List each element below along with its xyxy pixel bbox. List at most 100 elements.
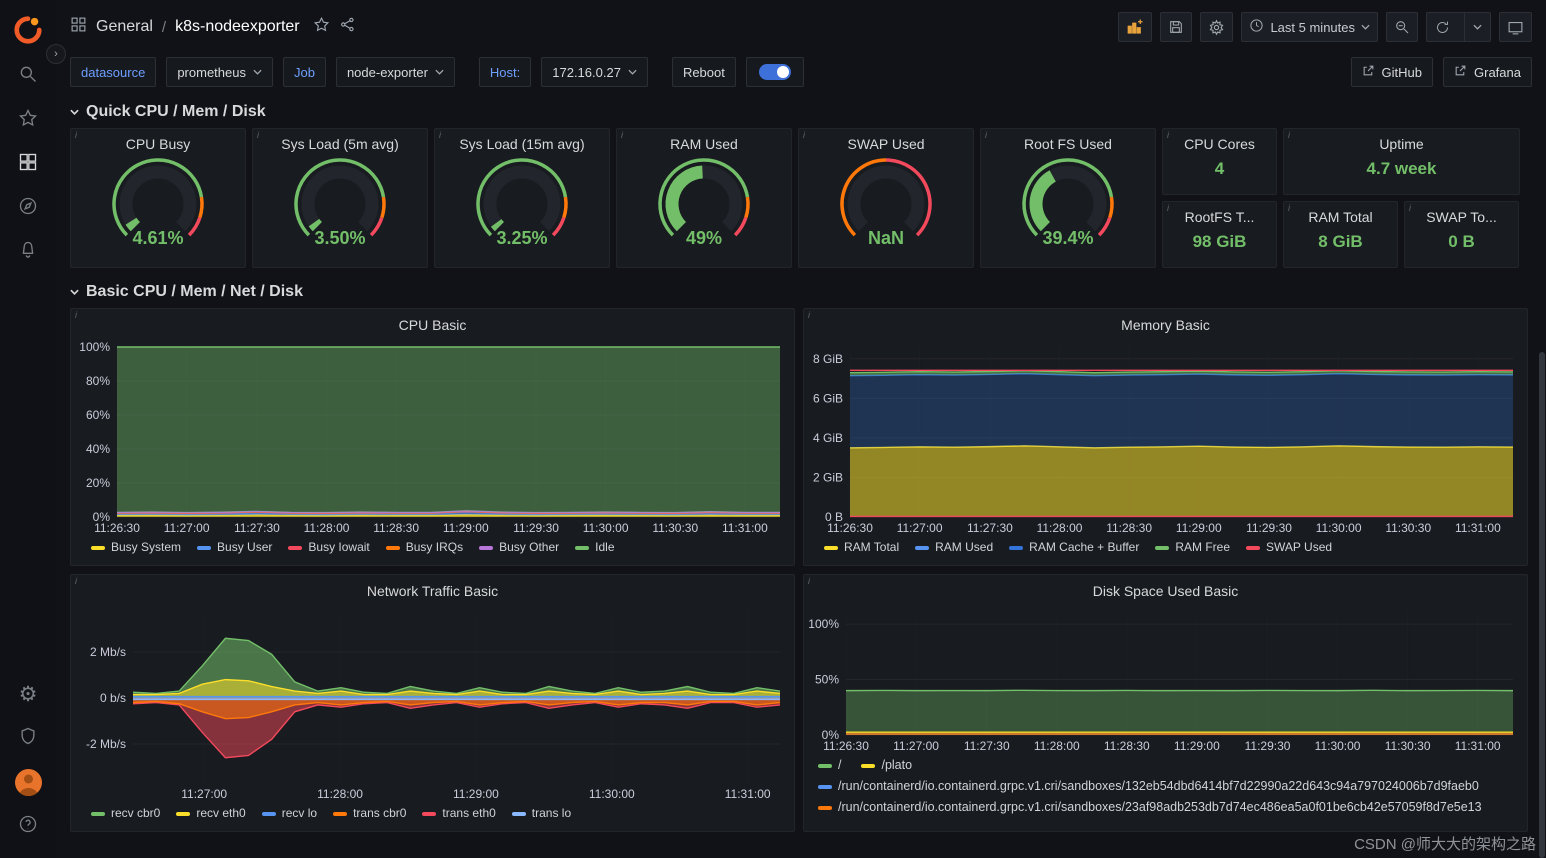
panel-title[interactable]: Sys Load (15m avg)	[435, 129, 609, 152]
sidebar-item-profile[interactable]	[8, 760, 48, 804]
share-dashboard-button[interactable]	[339, 16, 356, 38]
job-label: Job	[294, 65, 315, 80]
legend-marker	[386, 546, 400, 550]
sidebar-item-starred[interactable]	[8, 98, 48, 142]
dashboard-settings-button[interactable]	[1200, 12, 1233, 42]
legend-item[interactable]: recv eth0	[176, 803, 245, 824]
datasource-select[interactable]: prometheus	[166, 57, 273, 87]
panel-title[interactable]: RAM Used	[617, 129, 791, 152]
panel-title[interactable]: Sys Load (5m avg)	[253, 129, 427, 152]
panel-info-icon[interactable]: i	[257, 130, 259, 140]
panel-info-icon[interactable]: i	[439, 130, 441, 140]
sidebar-item-search[interactable]	[8, 54, 48, 98]
datasource-variable[interactable]: datasource	[70, 57, 156, 87]
panel-title[interactable]: SWAP Used	[799, 129, 973, 152]
panel-info-icon[interactable]: i	[1409, 203, 1411, 213]
legend-item[interactable]: Busy Other	[479, 537, 559, 558]
time-range-picker[interactable]: Last 5 minutes	[1241, 12, 1378, 42]
legend-item[interactable]: /plato	[861, 755, 912, 776]
panel-info-icon[interactable]: i	[803, 130, 805, 140]
panel-info-icon[interactable]: i	[808, 310, 810, 320]
sidebar-item-explore[interactable]	[8, 186, 48, 230]
panel-title[interactable]: CPU Cores	[1163, 129, 1276, 152]
sidebar-collapse-button[interactable]: ›	[46, 44, 66, 64]
grafana-link-button[interactable]: Grafana	[1443, 57, 1532, 87]
legend-item[interactable]: recv lo	[262, 803, 317, 824]
legend-item[interactable]: Busy Iowait	[288, 537, 369, 558]
refresh-interval-dropdown[interactable]	[1464, 13, 1490, 41]
legend-item[interactable]: Idle	[575, 537, 614, 558]
legend-item[interactable]: Busy System	[91, 537, 181, 558]
memory-basic-chart[interactable]: 0 B2 GiB4 GiB6 GiB8 GiB11:26:3011:27:001…	[804, 339, 1527, 537]
panel-info-icon[interactable]: i	[1288, 203, 1290, 213]
reboot-button[interactable]: Reboot	[672, 57, 736, 87]
sidebar-item-dashboards[interactable]	[8, 142, 48, 186]
panel-info-icon[interactable]: i	[75, 310, 77, 320]
host-variable[interactable]: Host:	[479, 57, 531, 87]
legend-item[interactable]: /run/containerd/io.containerd.grpc.v1.cr…	[818, 776, 1479, 797]
panel-title[interactable]: RootFS T...	[1163, 202, 1276, 225]
network-traffic-basic-chart[interactable]: 2 Mb/s0 b/s-2 Mb/s11:27:0011:28:0011:29:…	[71, 605, 794, 803]
panel-info-icon[interactable]: i	[808, 576, 810, 586]
panel-title[interactable]: SWAP To...	[1405, 202, 1518, 225]
add-panel-button[interactable]	[1118, 12, 1152, 42]
legend-item[interactable]: Busy User	[197, 537, 272, 558]
svg-text:11:28:00: 11:28:00	[304, 521, 350, 535]
legend-item[interactable]: trans lo	[512, 803, 571, 824]
host-select[interactable]: 172.16.0.27	[541, 57, 648, 87]
stat-value: 8 GiB	[1284, 232, 1397, 252]
legend-item[interactable]: Busy IRQs	[386, 537, 463, 558]
job-select[interactable]: node-exporter	[336, 57, 455, 87]
panel-title[interactable]: Memory Basic	[804, 309, 1527, 339]
section-basic-cpu-mem-net-disk[interactable]: Basic CPU / Mem / Net / Disk	[70, 276, 1532, 308]
star-dashboard-button[interactable]	[313, 16, 330, 38]
sidebar-item-help[interactable]	[8, 804, 48, 848]
reboot-toggle[interactable]	[746, 57, 804, 87]
job-variable[interactable]: Job	[283, 57, 326, 87]
github-link-button[interactable]: GitHub	[1351, 57, 1433, 87]
save-dashboard-button[interactable]	[1160, 12, 1192, 42]
legend-item[interactable]: trans cbr0	[333, 803, 406, 824]
avatar	[15, 769, 42, 796]
breadcrumb-dashboard-title[interactable]: k8s-nodeexporter	[175, 18, 300, 36]
panel-title[interactable]: CPU Busy	[71, 129, 245, 152]
sidebar-item-server-admin[interactable]	[8, 716, 48, 760]
legend-item[interactable]: /	[818, 755, 841, 776]
panel-info-icon[interactable]: i	[621, 130, 623, 140]
panel-title[interactable]: CPU Basic	[71, 309, 794, 339]
section-quick-cpu-mem-disk[interactable]: Quick CPU / Mem / Disk	[70, 96, 1532, 128]
svg-text:40%: 40%	[86, 442, 110, 456]
panel-title[interactable]: Network Traffic Basic	[71, 575, 794, 605]
legend-item[interactable]: /run/containerd/io.containerd.grpc.v1.cr…	[818, 797, 1482, 818]
tv-mode-button[interactable]	[1499, 12, 1532, 42]
legend-item[interactable]: RAM Free	[1155, 537, 1230, 558]
panel-info-icon[interactable]: i	[75, 576, 77, 586]
refresh-button[interactable]	[1427, 13, 1458, 41]
sidebar-item-configuration[interactable]: ⚙	[8, 672, 48, 716]
panel-title[interactable]: RAM Total	[1284, 202, 1397, 225]
panel-title[interactable]: Uptime	[1284, 129, 1519, 152]
cpu-basic-chart[interactable]: 0%20%40%60%80%100%11:26:3011:27:0011:27:…	[71, 339, 794, 537]
panel-title[interactable]: Disk Space Used Basic	[804, 575, 1527, 605]
legend-item[interactable]: RAM Used	[915, 537, 993, 558]
breadcrumb-section[interactable]: General	[96, 18, 153, 36]
page-scrollbar[interactable]	[1539, 352, 1545, 858]
legend-item[interactable]: RAM Total	[824, 537, 899, 558]
sidebar-item-alerting[interactable]	[8, 230, 48, 274]
host-label: Host:	[490, 65, 520, 80]
stat-value: 0 B	[1405, 232, 1518, 252]
legend-item[interactable]: RAM Cache + Buffer	[1009, 537, 1139, 558]
zoom-out-button[interactable]	[1386, 12, 1418, 42]
sidebar-item-home[interactable]	[8, 10, 48, 54]
panel-info-icon[interactable]: i	[1167, 130, 1169, 140]
legend-item[interactable]: recv cbr0	[91, 803, 160, 824]
panel-info-icon[interactable]: i	[985, 130, 987, 140]
panel-info-icon[interactable]: i	[1288, 130, 1290, 140]
legend-item[interactable]: SWAP Used	[1246, 537, 1332, 558]
legend-item[interactable]: trans eth0	[422, 803, 495, 824]
panel-title[interactable]: Root FS Used	[981, 129, 1155, 152]
disk-space-used-basic-chart[interactable]: 0%50%100%11:26:3011:27:0011:27:3011:28:0…	[804, 605, 1527, 755]
panel-info-icon[interactable]: i	[75, 130, 77, 140]
topbar: General / k8s-nodeexporter	[56, 0, 1546, 54]
panel-info-icon[interactable]: i	[1167, 203, 1169, 213]
